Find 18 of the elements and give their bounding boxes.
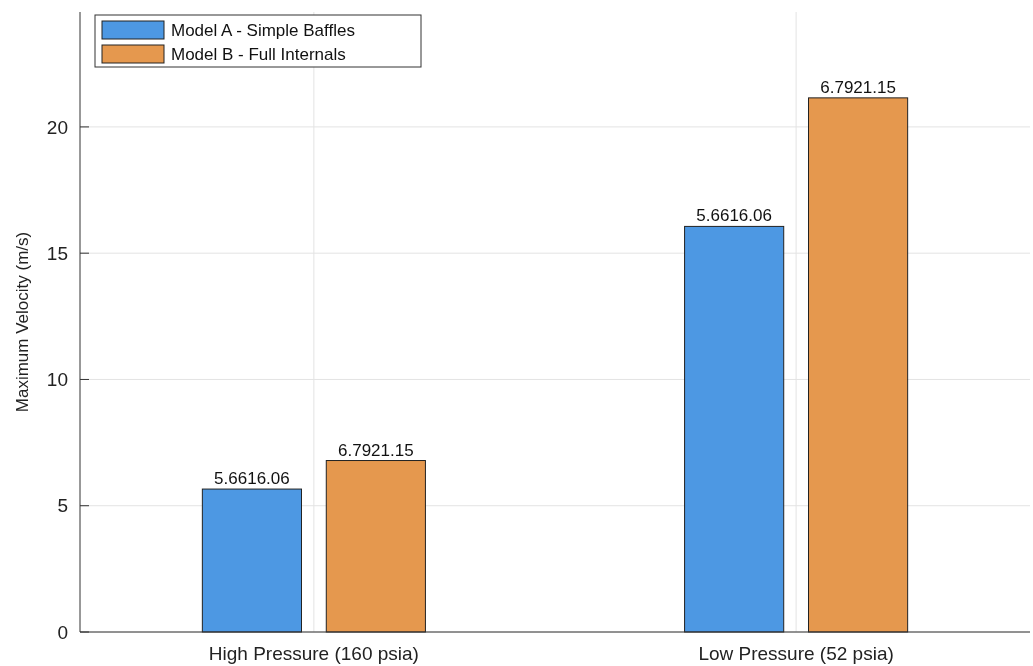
bar (684, 225, 785, 633)
bar (808, 97, 909, 633)
data-label: 6.7921.15 (820, 77, 896, 97)
data-label: 5.6616.06 (214, 469, 290, 489)
y-tick-label: 10 (46, 369, 68, 391)
x-tick-label: High Pressure (160 psia) (208, 643, 419, 664)
data-label: 5.6616.06 (696, 206, 772, 226)
y-tick-label: 15 (46, 242, 68, 264)
bar (325, 460, 426, 633)
y-tick-label: 0 (57, 621, 68, 643)
y-tick-label: 20 (46, 116, 68, 138)
data-label: 6.7921.15 (338, 440, 414, 460)
x-tick-label: Low Pressure (52 psia) (698, 643, 894, 664)
y-tick-label: 5 (57, 495, 68, 517)
bar (201, 488, 302, 633)
legend-label: Model B - Full Internals (171, 44, 346, 64)
legend-label: Model A - Simple Baffles (171, 20, 355, 40)
y-axis-title: Maximum Velocity (m/s) (13, 231, 32, 413)
